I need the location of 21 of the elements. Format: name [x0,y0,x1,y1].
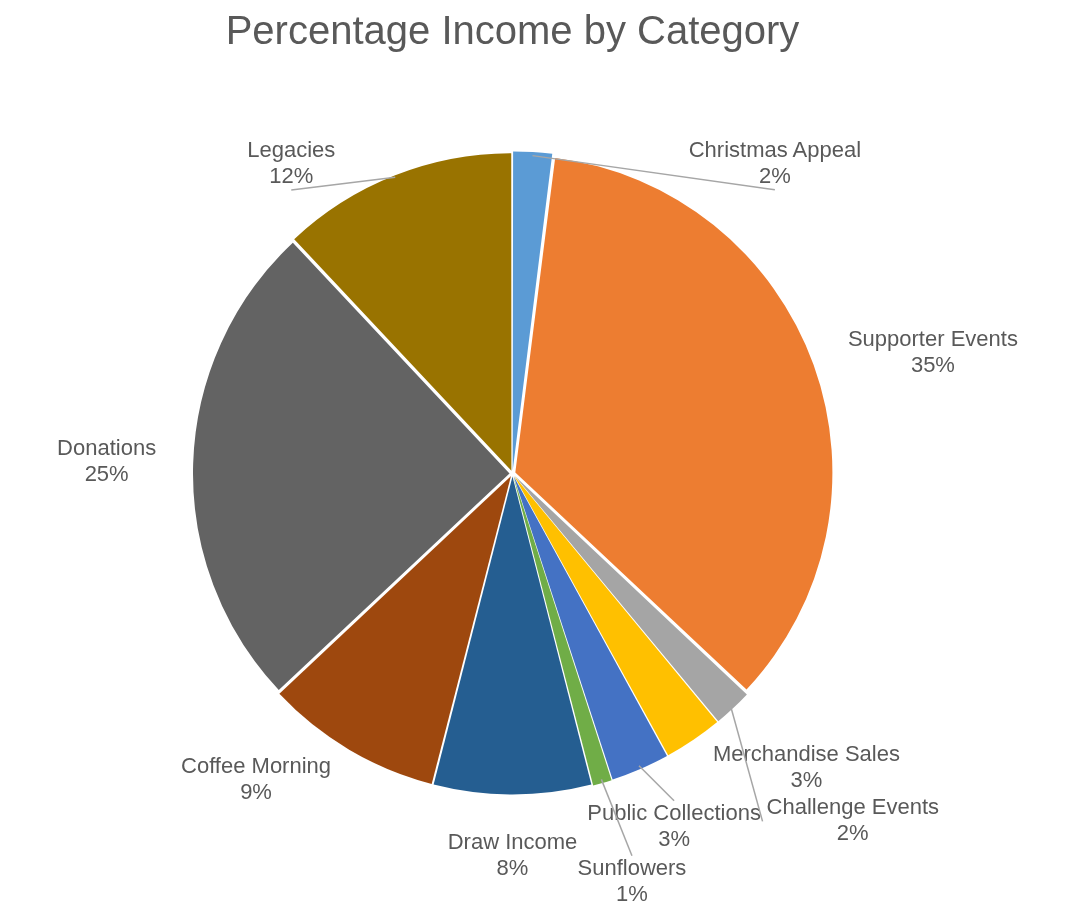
slice-label: Draw Income [447,829,578,855]
chart-title: Percentage Income by Category [225,8,800,53]
data-label: 1% [616,880,648,906]
slice-label: Christmas Appeal [688,136,862,162]
data-label: 8% [496,855,529,881]
data-label: 35% [910,351,955,377]
slice-label: Sunflowers [577,854,687,880]
data-label: 9% [240,779,272,805]
data-label: 12% [269,163,314,189]
data-label: 2% [836,820,869,846]
data-label: 25% [84,461,129,487]
data-label: 3% [658,825,690,851]
data-label: 2% [758,162,791,188]
data-label: 3% [790,767,823,793]
slice-label: Merchandise Sales [712,741,900,767]
slice-label: Donations [57,435,157,461]
slice-label: Supporter Events [847,325,1018,351]
slice-label: Challenge Events [766,794,939,820]
slice-label: Coffee Morning [181,753,332,779]
slice-label: Public Collections [587,799,761,825]
slice-label: Legacies [247,137,336,163]
